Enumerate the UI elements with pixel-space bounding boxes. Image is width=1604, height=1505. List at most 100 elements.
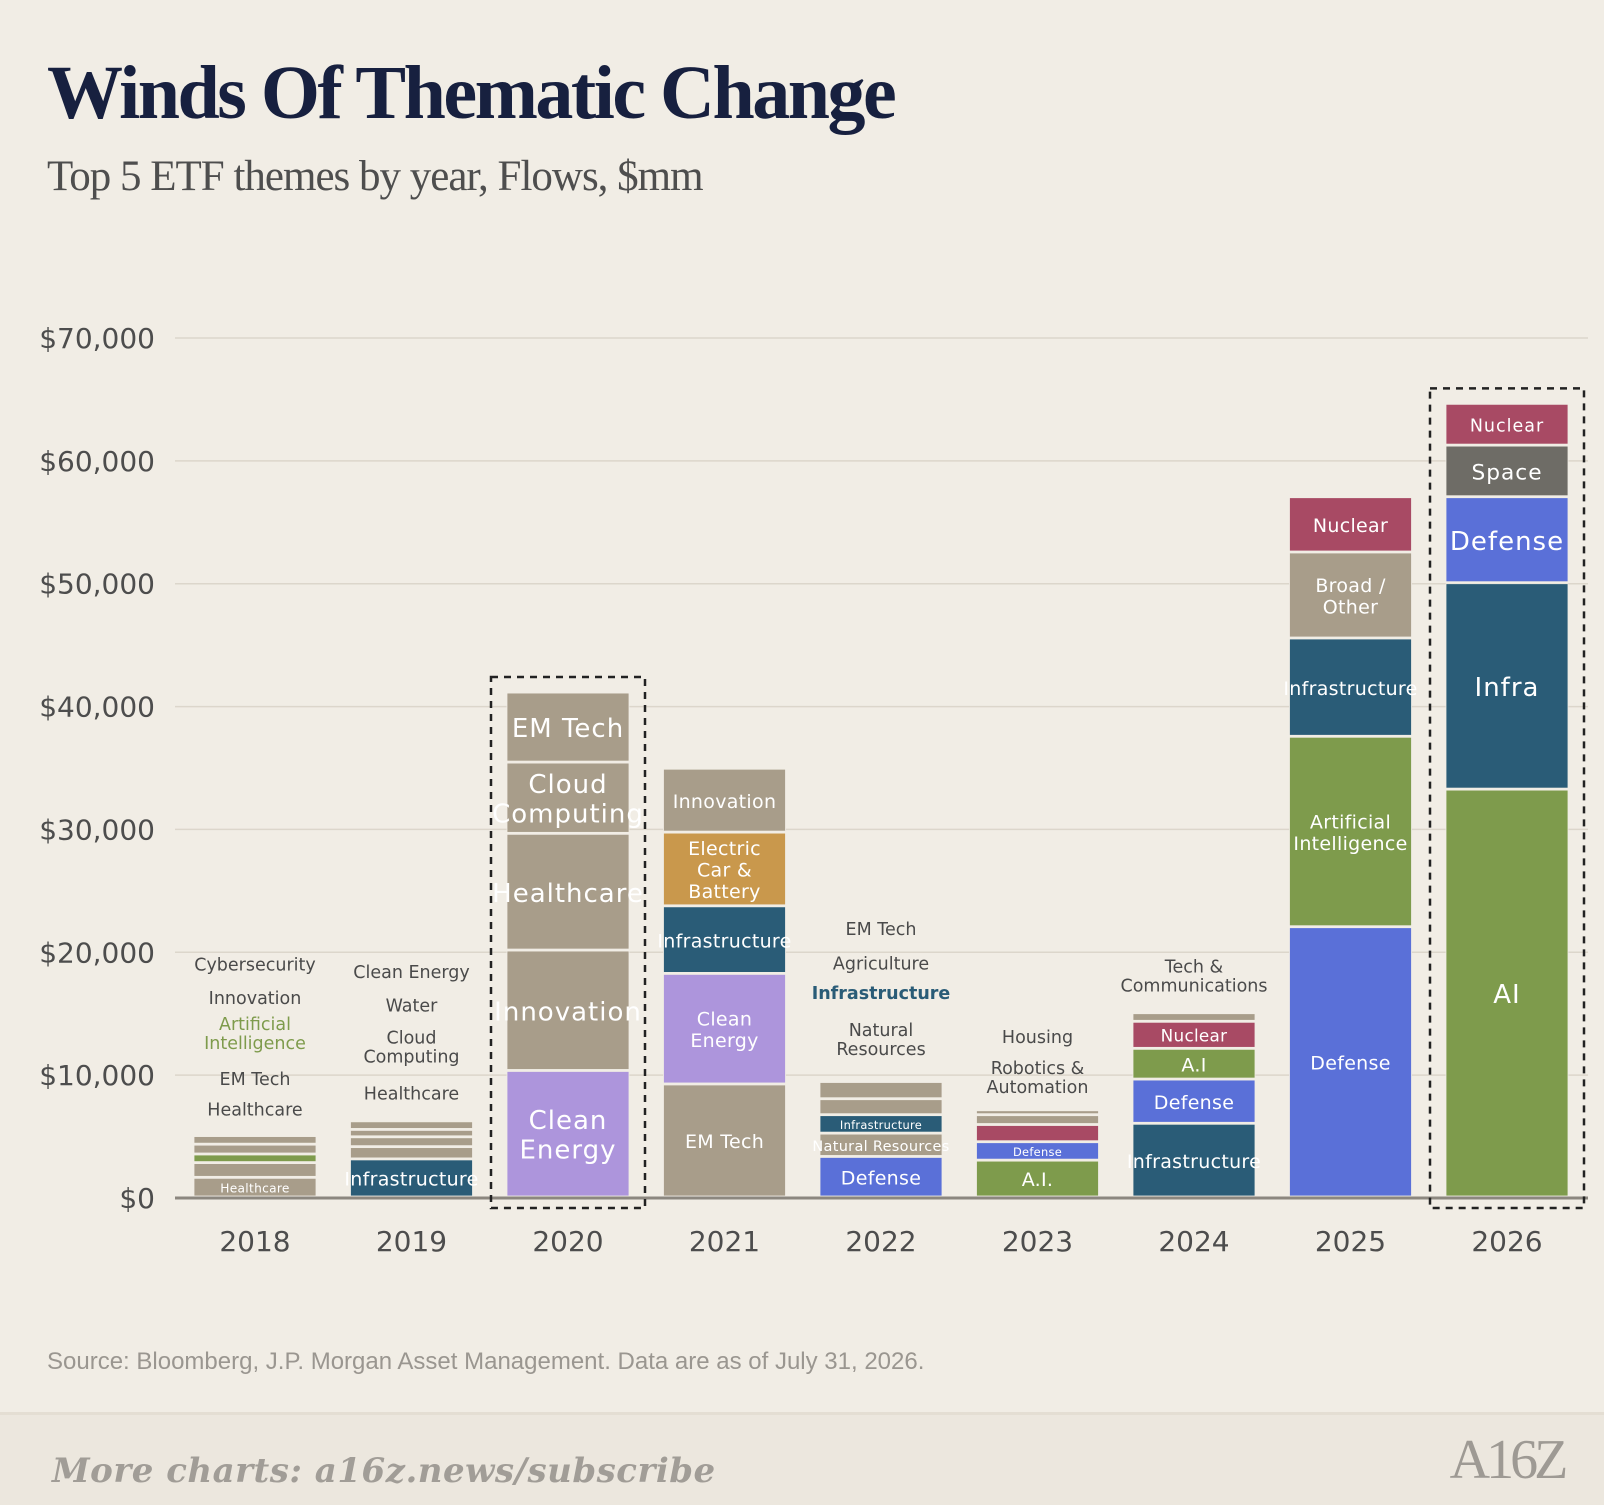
segment-label: Computing (492, 800, 644, 830)
segment-label: Car & (697, 860, 752, 882)
bar-segment-2021-electric-car-battery (663, 832, 786, 906)
bar-segment-2023-housing (976, 1110, 1099, 1115)
annotation-label: Innovation (209, 989, 302, 1009)
segment-label: Broad / (1315, 575, 1386, 597)
segment-label: EM Tech (685, 1131, 764, 1153)
segment-label: Electric (688, 838, 761, 860)
bar-segment-2021-clean-energy (663, 974, 786, 1084)
bar-segment-2020-cloud-computing (506, 762, 630, 833)
bar-segment-2022-infrastructure (819, 1115, 943, 1133)
x-tick-label: 2026 (1471, 1225, 1542, 1258)
segment-label: Infra (1475, 673, 1540, 703)
segment-label: Defense (1154, 1092, 1234, 1114)
bar-segment-2023-defense (976, 1142, 1099, 1160)
segment-label: Nuclear (1470, 416, 1544, 436)
bar-segment-2025-artificial-intelligence (1289, 736, 1412, 927)
a16z-logo: A16Z (1449, 1429, 1569, 1491)
segment-label: Nuclear (1161, 1026, 1228, 1046)
segment-label: Defense (1450, 527, 1564, 557)
bar-segment-2018-innovation (193, 1144, 317, 1154)
highlight-box-2026 (1428, 387, 1586, 1210)
bar-segment-2023-robotics-automation (976, 1115, 1099, 1124)
annotation-label: Water (386, 996, 439, 1016)
bar-segment-2023-nuclear (976, 1125, 1099, 1142)
segment-label: A.I. (1022, 1169, 1054, 1191)
annotation-label: Tech & (1164, 957, 1224, 977)
y-tick-label: $10,000 (39, 1059, 155, 1092)
bar-segment-2018-em-tech (193, 1163, 317, 1177)
y-tick-label: $40,000 (39, 691, 155, 724)
bar-segment-2026-infra (1445, 583, 1569, 789)
segment-label: EM Tech (512, 714, 624, 744)
bar-segment-2020-clean-energy (506, 1071, 630, 1197)
annotation-label: Intelligence (204, 1034, 306, 1054)
bar-segment-2020-em-tech (506, 692, 630, 762)
bar-segment-2022-em-tech (819, 1082, 943, 1099)
y-tick-label: $20,000 (39, 936, 155, 969)
segment-label: Nuclear (1313, 515, 1388, 537)
bar-segment-2025-nuclear (1289, 497, 1412, 552)
annotation-label: EM Tech (220, 1070, 291, 1090)
bar-segment-2019-water (350, 1130, 473, 1137)
segment-label: A.I (1181, 1054, 1206, 1076)
stacked-bar-chart: $0 $10,000 $20,000 $30,000 $40,000 $50,000 $60… (39, 322, 1588, 1258)
x-tick-label: 2021 (689, 1225, 760, 1258)
annotation-label: Artificial (219, 1015, 291, 1035)
bar-segment-2026-ai (1445, 789, 1569, 1197)
segment-label: Clean (697, 1009, 752, 1031)
segment-label: Infrastructure (840, 1118, 922, 1132)
x-tick-label: 2025 (1315, 1225, 1386, 1258)
footer-band (0, 1412, 1604, 1505)
annotation-label: Automation (987, 1078, 1089, 1098)
segment-label: Clean (529, 1106, 608, 1136)
bar-segment-2019-clean-energy (350, 1121, 473, 1129)
bar-segment-2022-defense (819, 1157, 943, 1197)
x-tick-label: 2019 (376, 1225, 447, 1258)
annotation-label: Clean Energy (353, 963, 470, 983)
annotation-label: Healthcare (207, 1101, 302, 1121)
segment-label: Energy (690, 1030, 758, 1052)
segment-label: Infrastructure (344, 1169, 478, 1191)
annotation-label: Natural (849, 1021, 914, 1041)
annotation-label: Cloud (387, 1029, 437, 1049)
bar-segment-2024-tech-communications (1132, 1013, 1256, 1021)
bar-segment-2021-infrastructure (663, 906, 786, 973)
bar-segment-2019-cloud-computing (350, 1137, 473, 1147)
bar-segment-2018-artificial-intelligence (193, 1154, 317, 1162)
segment-label: Infrastructure (657, 930, 791, 952)
y-tick-label: $60,000 (39, 445, 155, 478)
bar-segment-2020-innovation (506, 950, 630, 1070)
segment-label: Healthcare (220, 1181, 289, 1195)
segment-label: Natural Resources (812, 1139, 949, 1155)
bar-segment-2023-a-i (976, 1160, 1099, 1197)
bar-segment-2019-infrastructure (350, 1159, 473, 1197)
y-tick-label: $70,000 (39, 322, 155, 355)
segment-label: Intelligence (1293, 833, 1407, 855)
bar-segment-2022-natural-resources (819, 1133, 943, 1156)
bar-segment-2024-defense (1132, 1079, 1256, 1123)
annotation-label: Agriculture (833, 954, 929, 974)
segment-label: Infrastructure (1283, 678, 1417, 700)
bar-segment-2022-agriculture (819, 1099, 943, 1115)
bar-segment-2024-nuclear (1132, 1021, 1256, 1048)
chart-title: Winds Of Thematic Change (47, 51, 897, 135)
annotation-label: Communications (1120, 976, 1267, 996)
segment-label: Cloud (528, 770, 607, 800)
segment-label: Other (1323, 596, 1378, 618)
bar-segment-2021-em-tech (663, 1084, 786, 1197)
annotation-label: Robotics & (991, 1059, 1085, 1079)
x-tick-label: 2023 (1002, 1225, 1073, 1258)
annotation-label: Infrastructure (812, 984, 951, 1004)
segment-label: Defense (1310, 1053, 1390, 1075)
source-note: Source: Bloomberg, J.P. Morgan Asset Man… (47, 1348, 925, 1375)
subscribe-link[interactable]: More charts: a16z.news/subscribe (52, 1451, 716, 1491)
bar-segment-2025-infrastructure (1289, 638, 1412, 736)
segment-label: Healthcare (492, 879, 644, 909)
x-tick-label: 2024 (1158, 1225, 1229, 1258)
annotation-label: Healthcare (364, 1085, 459, 1105)
bar-segment-2025-defense (1289, 927, 1412, 1197)
segment-label: Space (1471, 460, 1542, 485)
bar-segment-2018-cybersecurity (193, 1136, 317, 1144)
x-tick-label: 2020 (532, 1225, 603, 1258)
x-tick-label: 2022 (845, 1225, 916, 1258)
